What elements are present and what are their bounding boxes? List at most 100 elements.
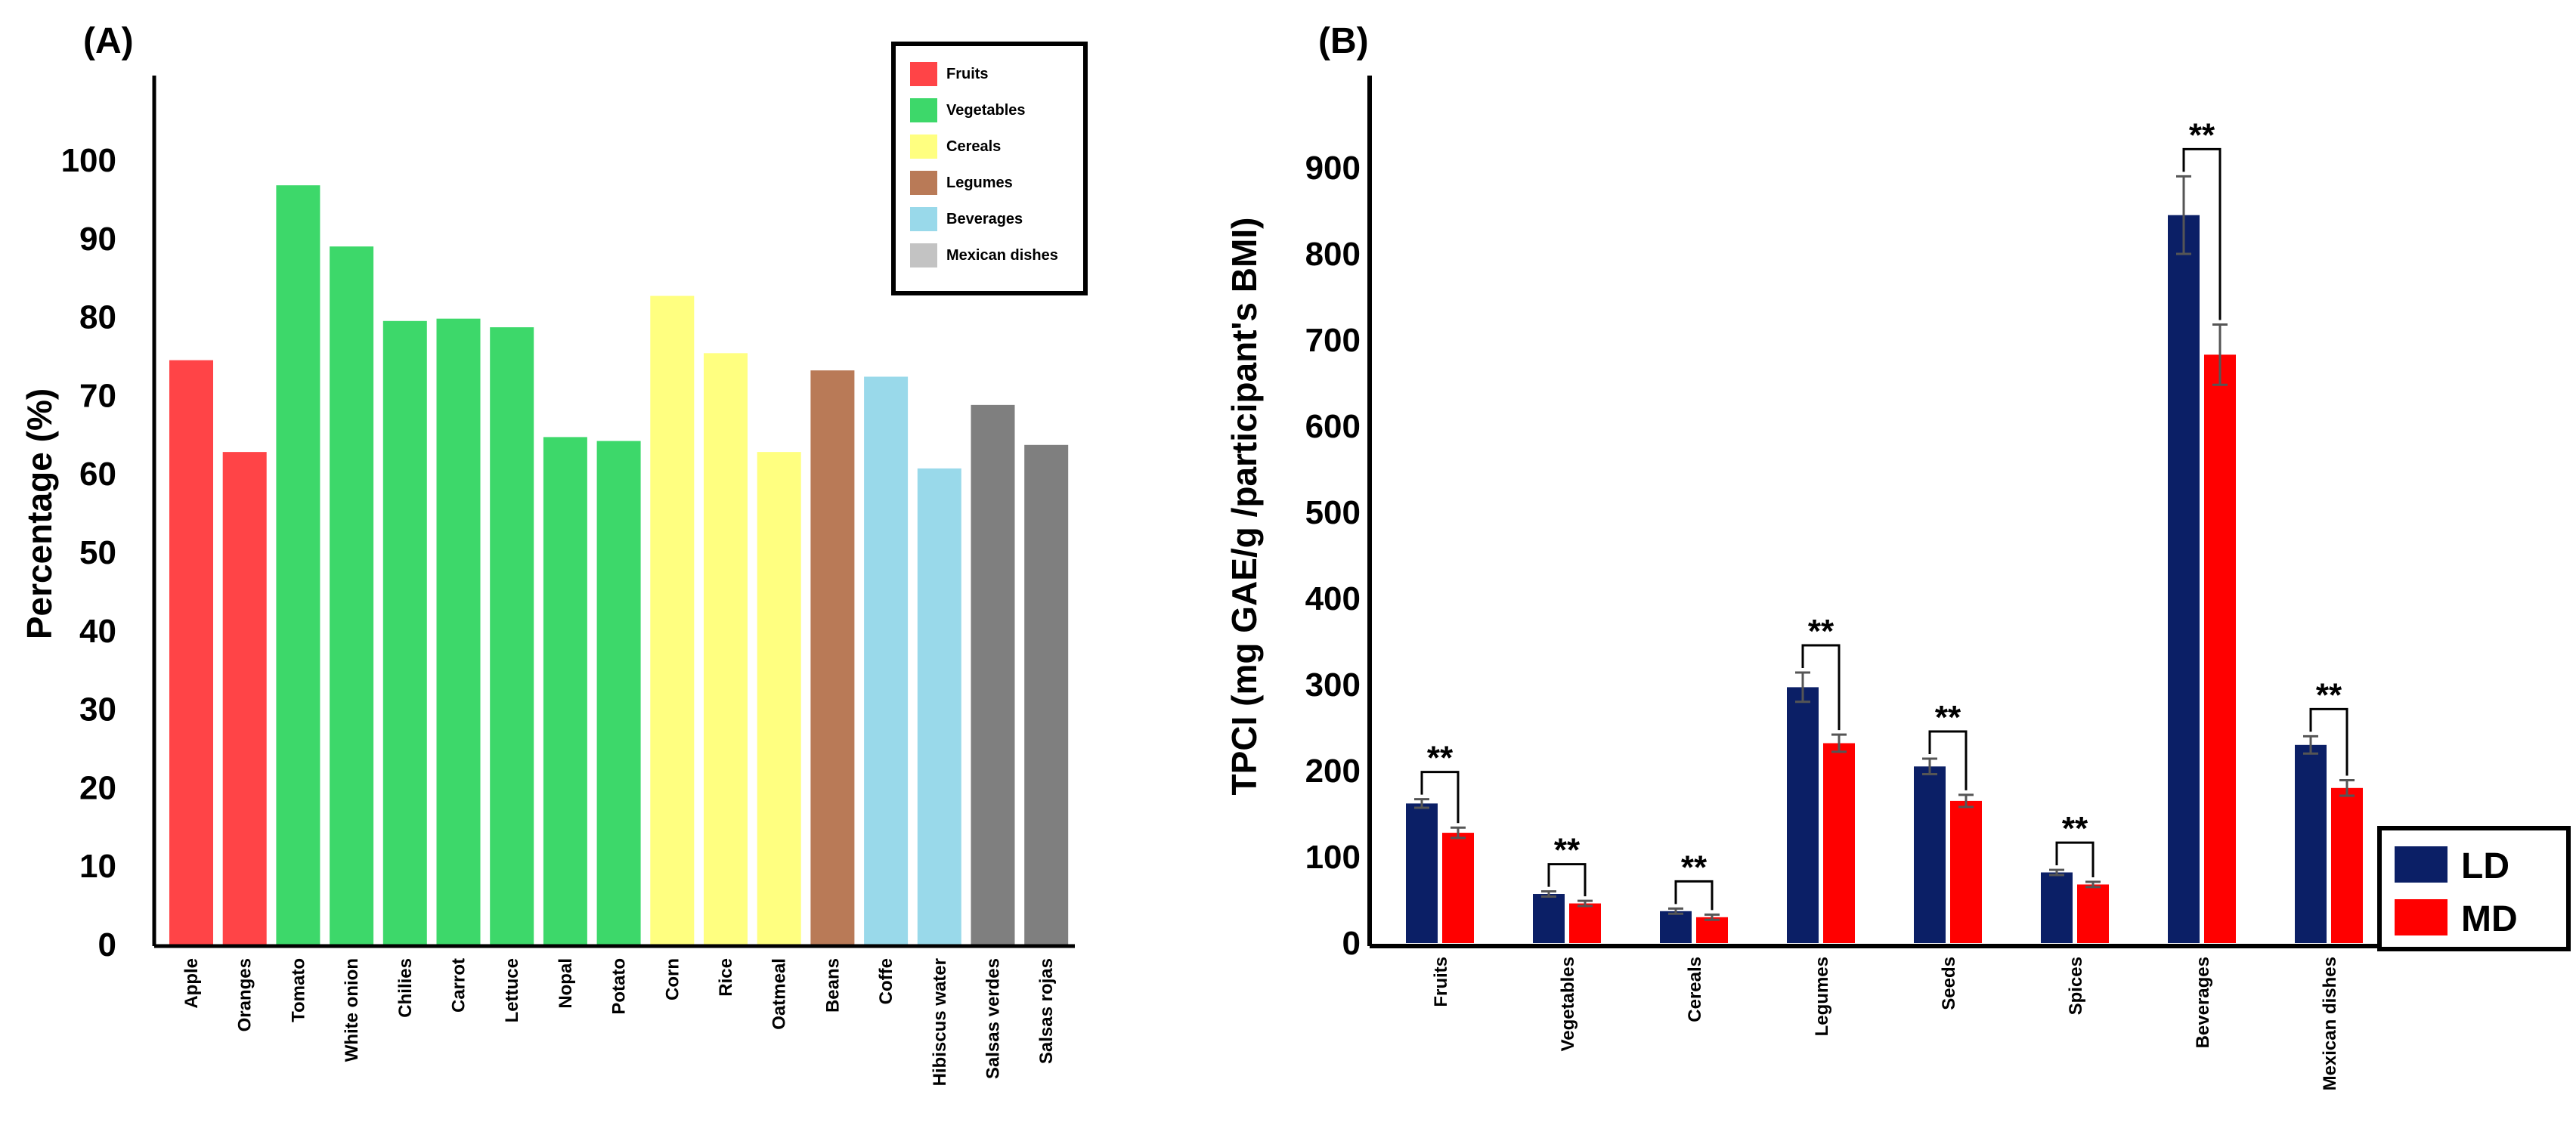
panel-b-legend: LD MD <box>2377 826 2571 951</box>
panel-b-significance-label: ** <box>1681 849 1708 886</box>
panel-b-y-tick-label: 100 <box>1305 839 1361 876</box>
panel-a-bar-oranges <box>222 452 267 945</box>
panel-a-x-tick-label: Nopal <box>556 958 576 1009</box>
panel-a-x-tick-label: White onion <box>342 958 362 1062</box>
panel-b-legend-label: LD <box>2461 846 2509 886</box>
panel-b-bar-ld-cereals <box>1660 911 1692 943</box>
panel-a-x-tick-label: Apple <box>181 958 202 1009</box>
panel-a-legend-swatch <box>910 98 937 122</box>
panel-a-bar-coffe <box>864 376 909 945</box>
panel-a-legend-label: Fruits <box>946 66 989 82</box>
panel-a-legend-label: Cereals <box>946 138 1001 155</box>
panel-a-x-tick-label: Oatmeal <box>769 958 790 1030</box>
panel-a-bar-salsas-verdes <box>971 404 1015 945</box>
panel-a-y-ticks: 0 10 20 30 40 50 60 70 80 90 100 <box>61 142 116 963</box>
panel-a-y-tick-label: 30 <box>79 691 116 728</box>
panel-a-legend-label: Legumes <box>946 175 1013 191</box>
panel-b-y-tick-label: 200 <box>1305 753 1361 790</box>
panel-b-y-tick-label: 300 <box>1305 666 1361 704</box>
panel-b-bar-ld-beverages <box>2168 215 2200 943</box>
panel-a-bar-oatmeal <box>757 452 801 945</box>
panel-b-bar-ld-spices <box>2041 872 2073 943</box>
panel-b-significance-label: ** <box>1808 613 1834 650</box>
panel-a-x-tick-label: Lettuce <box>502 958 522 1022</box>
panel-b-y-tick-label: 600 <box>1305 408 1361 445</box>
panel-a-x-tick-label: Rice <box>716 958 736 997</box>
panel-a-bar-white-onion <box>330 246 374 945</box>
panel-a-bar-corn <box>650 295 695 945</box>
panel-b-error-bar <box>1795 671 1810 704</box>
panel-b-error-bar <box>1704 913 1720 921</box>
panel-a-y-tick-label: 60 <box>79 456 116 493</box>
panel-b-bar-md-seeds <box>1950 800 1982 943</box>
panel-a-x-tick-label: Coffe <box>876 958 896 1004</box>
panel-b-y-tick-label: 0 <box>1342 925 1361 962</box>
panel-b-significance-bracket: ** <box>2309 676 2348 776</box>
panel-a-bar-tomato <box>276 185 320 945</box>
panel-b-legend-label: MD <box>2461 899 2518 939</box>
panel-a-bar-carrot <box>436 318 481 945</box>
panel-b-error-bar <box>2212 323 2228 386</box>
panel-b-significance-bracket: ** <box>1420 740 1460 824</box>
panel-a-x-tick-label: Chilies <box>395 958 416 1018</box>
panel-b-y-tick-label: 400 <box>1305 580 1361 617</box>
panel-b-bar-md-mexican-dishes <box>2331 787 2363 943</box>
panel-b-bar-ld-vegetables <box>1533 894 1565 943</box>
panel-a-y-tick-label: 0 <box>98 926 116 963</box>
panel-a-bar-beans <box>810 370 855 945</box>
panel-a-y-tick-label: 80 <box>79 299 116 336</box>
panel-b-x-tick-label: Mexican dishes <box>2320 957 2340 1090</box>
panel-b-significance-label: ** <box>1554 832 1581 869</box>
panel-a-y-tick-label: 100 <box>61 142 116 179</box>
panel-b-bar-md-cereals <box>1696 917 1728 943</box>
panel-b-x-tick-label: Vegetables <box>1558 957 1578 1051</box>
panel-a-bar-nopal <box>543 437 587 945</box>
panel-b-error-bar <box>1541 890 1556 898</box>
panel-b-bar-ld-seeds <box>1914 766 1946 943</box>
panel-b-x-tick-label: Cereals <box>1685 957 1705 1022</box>
panel-a-legend-swatch <box>910 243 937 267</box>
panel-b-bar-md-spices <box>2077 884 2109 943</box>
panel-a-y-axis-label: Percentage (%) <box>20 388 59 639</box>
panel-a-legend-label: Mexican dishes <box>946 247 1058 264</box>
panel-a-bar-salsas-rojas <box>1024 444 1069 945</box>
panel-b-bar-md-fruits <box>1442 833 1474 943</box>
panel-a-legend-label: Vegetables <box>946 102 1026 119</box>
panel-b-error-bar <box>2085 880 2101 889</box>
panel-b-significance-bracket: ** <box>1547 832 1587 897</box>
panel-b-significance-bracket: ** <box>2055 810 2095 878</box>
panel-b-y-tick-label: 700 <box>1305 322 1361 359</box>
panel-a-legend-swatch <box>910 62 937 86</box>
panel-a-y-tick-label: 50 <box>79 534 116 571</box>
panel-a-bar-apple <box>169 360 213 945</box>
panel-a-legend-swatch <box>910 135 937 159</box>
panel-b-significance-label: ** <box>2316 676 2342 713</box>
panel-a-x-tick-labels: Apple Oranges Tomato White onion Chilies Carr… <box>181 958 1057 1086</box>
panel-a-x-tick-label: Carrot <box>449 958 469 1013</box>
panel-b-label: (B) <box>1318 21 1369 61</box>
panel-b-y-axis-label: TPCI (mg GAE/g /participant's BMI) <box>1225 218 1264 796</box>
panel-a-bar-potato <box>596 441 641 945</box>
panel-b-error-bar <box>2049 868 2064 877</box>
panel-b-error-bar <box>1451 826 1466 840</box>
panel-b-x-tick-label: Seeds <box>1939 957 1959 1010</box>
panel-a-y-tick-label: 20 <box>79 769 116 806</box>
panel-b-error-bar <box>2339 779 2355 797</box>
panel-b-y-tick-label: 800 <box>1305 236 1361 273</box>
panel-b-chart: (B) TPCI (mg GAE/g /participant's BMI) 0… <box>1225 21 2571 1090</box>
panel-b-error-bar <box>2303 734 2318 755</box>
panel-b-x-tick-label: Spices <box>2066 957 2086 1015</box>
panel-a-bar-lettuce <box>490 327 534 945</box>
panel-a-legend-swatch <box>910 171 937 195</box>
panel-b-error-bar <box>1668 907 1683 915</box>
panel-a-bar-hibiscus-water <box>917 468 961 945</box>
panel-b-y-ticks: 0 100 200 300 400 500 600 700 800 900 <box>1305 150 1361 962</box>
panel-b-legend-swatch <box>2395 899 2448 935</box>
panel-b-error-bar <box>1577 899 1593 908</box>
panel-a-x-tick-label: Salsas rojas <box>1036 958 1057 1064</box>
panel-b-x-tick-label: Legumes <box>1812 957 1832 1036</box>
panel-a-bar-rice <box>704 353 748 945</box>
panel-b-x-tick-label: Beverages <box>2193 957 2213 1048</box>
panel-b-y-tick-label: 500 <box>1305 494 1361 531</box>
